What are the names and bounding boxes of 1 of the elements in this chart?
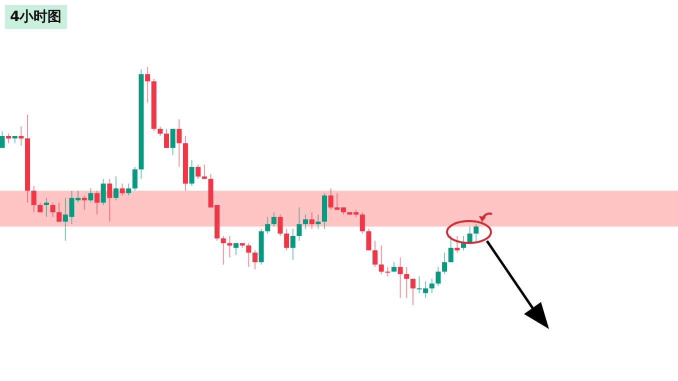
chart-title: 4小时图 xyxy=(5,5,67,29)
